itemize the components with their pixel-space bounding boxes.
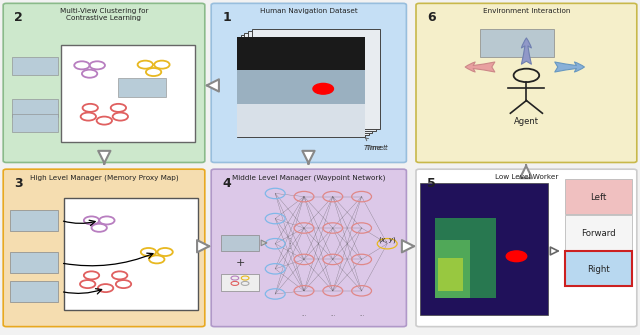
Text: Left: Left: [590, 193, 607, 202]
Bar: [241, 35, 369, 135]
Bar: [12, 57, 58, 75]
Bar: [244, 33, 372, 133]
Text: $(x, y)$: $(x, y)$: [378, 234, 397, 245]
FancyBboxPatch shape: [3, 169, 205, 327]
Bar: [237, 37, 365, 137]
Text: Multi-View Clustering for
Contrastive Learning: Multi-View Clustering for Contrastive Le…: [60, 8, 148, 21]
Bar: [438, 258, 463, 291]
Text: Environment Interaction: Environment Interaction: [483, 8, 570, 14]
Bar: [12, 99, 58, 117]
Text: Time $t$: Time $t$: [363, 142, 387, 152]
Text: 4: 4: [222, 177, 231, 190]
Text: Middle Level Manager (Waypoint Network): Middle Level Manager (Waypoint Network): [232, 174, 385, 181]
Bar: [564, 215, 632, 250]
Text: Low Level Worker: Low Level Worker: [495, 174, 558, 180]
Bar: [237, 104, 365, 137]
Bar: [248, 31, 376, 131]
Bar: [64, 198, 198, 310]
Bar: [61, 45, 195, 142]
FancyBboxPatch shape: [211, 3, 406, 162]
Bar: [237, 37, 365, 70]
FancyBboxPatch shape: [416, 169, 637, 327]
Bar: [12, 114, 58, 132]
Circle shape: [506, 251, 527, 262]
Bar: [480, 29, 554, 57]
Bar: [10, 252, 58, 273]
Text: 2: 2: [14, 11, 23, 24]
Text: +: +: [236, 258, 244, 268]
Text: ...: ...: [359, 312, 364, 317]
Bar: [435, 218, 496, 298]
Bar: [564, 179, 632, 214]
Text: Time $t$: Time $t$: [365, 138, 389, 152]
Bar: [237, 37, 365, 137]
Text: 5: 5: [427, 177, 436, 190]
Bar: [420, 183, 548, 315]
Bar: [252, 29, 380, 129]
Bar: [435, 240, 470, 298]
Text: ...: ...: [330, 312, 335, 317]
Bar: [10, 281, 58, 302]
FancyBboxPatch shape: [416, 3, 637, 162]
Bar: [10, 210, 58, 231]
Bar: [118, 78, 166, 97]
Text: Right: Right: [587, 265, 610, 274]
Circle shape: [313, 83, 333, 94]
Text: ·
·
·: · · ·: [288, 237, 291, 253]
Text: 1: 1: [222, 11, 231, 24]
FancyBboxPatch shape: [3, 3, 205, 162]
FancyBboxPatch shape: [211, 169, 406, 327]
Text: Agent: Agent: [514, 117, 539, 126]
Bar: [564, 251, 632, 286]
Text: 3: 3: [14, 177, 22, 190]
Text: 6: 6: [427, 11, 435, 24]
Text: ...: ...: [301, 312, 307, 317]
Text: Human Navigation Dataset: Human Navigation Dataset: [260, 8, 358, 14]
Text: High Level Manager (Memory Proxy Map): High Level Manager (Memory Proxy Map): [29, 174, 179, 181]
Text: Forward: Forward: [581, 229, 616, 238]
Bar: [221, 274, 259, 291]
Bar: [221, 235, 259, 251]
